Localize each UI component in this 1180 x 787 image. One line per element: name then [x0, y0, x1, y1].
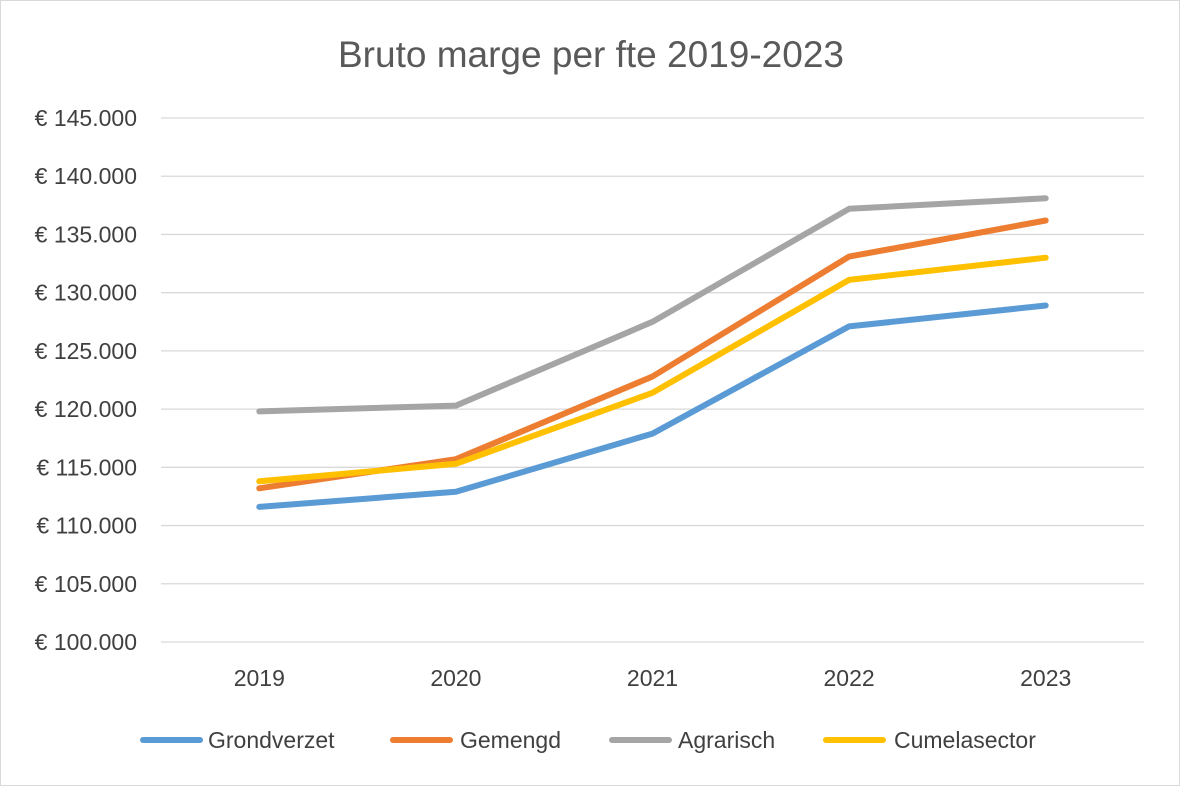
x-tick-label: 2023: [1020, 665, 1071, 691]
legend-label-cumelasector: Cumelasector: [894, 727, 1036, 753]
legend-label-agrarisch: Agrarisch: [678, 727, 775, 753]
series-line-cumelasector: [259, 258, 1045, 482]
legend: Grondverzet Gemengd Agrarisch Cumelasector: [143, 727, 1036, 753]
y-axis-tick-labels: € 100.000 € 105.000 € 110.000 € 115.000 € 12…: [35, 105, 137, 655]
chart-title: Bruto marge per fte 2019-2023: [338, 34, 844, 75]
x-axis-tick-labels: 2019 2020 2021 2022 2023: [234, 665, 1072, 691]
gridlines: [161, 118, 1144, 642]
y-tick-label: € 120.000: [35, 396, 137, 422]
y-tick-label: € 115.000: [36, 454, 137, 480]
y-tick-label: € 105.000: [35, 571, 137, 597]
x-tick-label: 2021: [627, 665, 678, 691]
y-tick-label: € 145.000: [35, 105, 137, 131]
y-tick-label: € 110.000: [36, 513, 137, 539]
legend-label-grondverzet: Grondverzet: [208, 727, 335, 753]
series-lines: [259, 198, 1045, 507]
y-tick-label: € 135.000: [35, 221, 137, 247]
legend-label-gemengd: Gemengd: [460, 727, 561, 753]
x-tick-label: 2020: [430, 665, 481, 691]
x-tick-label: 2022: [824, 665, 875, 691]
series-line-gemengd: [259, 221, 1045, 489]
y-tick-label: € 100.000: [35, 629, 137, 655]
x-tick-label: 2019: [234, 665, 285, 691]
y-tick-label: € 125.000: [35, 338, 137, 364]
y-tick-label: € 130.000: [35, 280, 137, 306]
y-tick-label: € 140.000: [35, 163, 137, 189]
